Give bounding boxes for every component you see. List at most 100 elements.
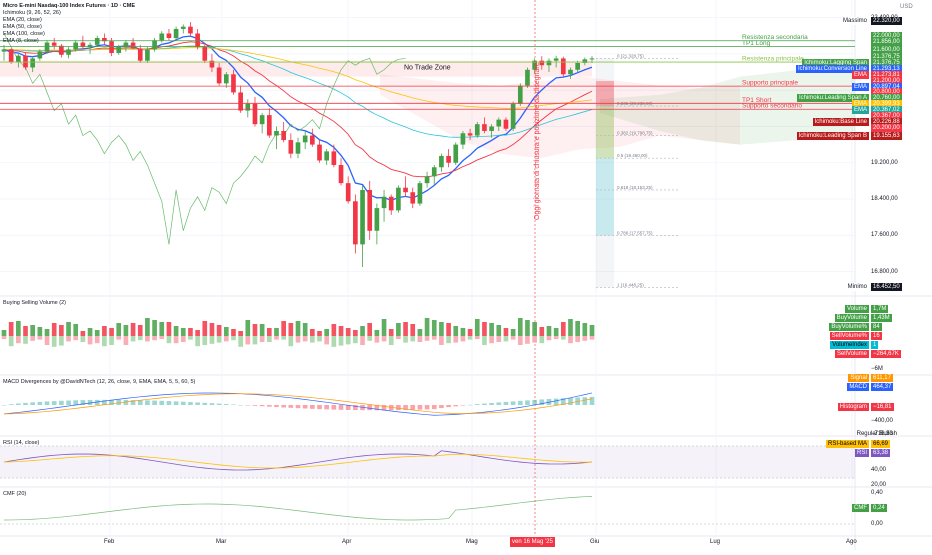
indicator-ichimoku[interactable]: Ichimoku (9, 26, 52, 26) (3, 10, 61, 16)
volume-bar-dn-9 (66, 336, 71, 342)
price-label-name-12: EMA (851, 100, 869, 109)
x-tick-5: Lug (710, 539, 721, 545)
macd-hist-bar-41 (295, 405, 301, 409)
macd-hist-bar-2 (16, 403, 21, 405)
indicator-ema50[interactable]: EMA (50, close) (3, 24, 42, 30)
macd-hist-bar-68 (489, 402, 494, 405)
macd-hist-bar-21 (152, 400, 157, 405)
volume-bar-up-78 (560, 322, 566, 336)
volume-bar-up-47 (338, 326, 344, 336)
volume-label-value-1: 1,43M (871, 314, 892, 322)
price-label-18: 16.452,50 (871, 283, 902, 292)
candle-body-80 (575, 62, 580, 70)
volume-bar-up-67 (482, 322, 487, 336)
vertical-annotation: Oggi giornata di chiusura e posizione da… (534, 62, 541, 220)
macd-hist-bar-44 (317, 405, 322, 410)
candle-body-77 (553, 58, 559, 61)
symbol-title[interactable]: Micro E-mini Nasdaq-100 Index Futures · … (3, 3, 136, 9)
volume-bar-dn-52 (374, 336, 380, 343)
cmf-axis-0: 0,40 (871, 490, 883, 496)
volume-bar-up-8 (59, 325, 64, 336)
macd-hist-bar-12 (87, 399, 93, 405)
volume-bar-dn-30 (216, 336, 222, 343)
volume-bar-up-68 (489, 323, 494, 336)
volume-bar-up-4 (30, 325, 36, 336)
volume-bar-up-21 (152, 320, 157, 336)
macd-hist-bar-40 (288, 405, 294, 408)
price-label-7: 21.273,81 (871, 70, 902, 79)
macd-hist-bar-65 (467, 404, 473, 406)
x-tick-6: Ago (846, 539, 857, 545)
macd-hist-bar-42 (302, 405, 308, 409)
rsi-label-value-0: 66,69 (871, 440, 891, 448)
candle-body-72 (517, 85, 523, 104)
volume-bar-up-17 (123, 325, 129, 336)
macd-hist-bar-10 (73, 400, 79, 405)
price-label-name-7: EMA (851, 70, 869, 79)
candle-body-45 (324, 151, 330, 161)
candle-body-68 (489, 126, 494, 131)
volume-bar-dn-69 (496, 336, 502, 342)
volume-bar-dn-40 (288, 336, 294, 347)
price-label-name-0: Massimo (840, 17, 869, 26)
macd-hist-bar-32 (231, 404, 236, 405)
macd-hist-bar-13 (94, 399, 100, 405)
volume-bar-dn-12 (87, 336, 93, 345)
price-label-name-18: Minimo (845, 283, 869, 292)
indicator-ema100[interactable]: EMA (100, close) (3, 31, 45, 37)
rsi-label-name-1: RSI (854, 449, 869, 457)
macd-hist-bar-74 (532, 399, 537, 405)
macd-panel-title[interactable]: MACD Divergences by @DavidNTech (12, 26,… (3, 379, 196, 385)
volume-bar-up-44 (317, 331, 322, 336)
volume-bar-up-50 (360, 326, 365, 336)
macd-label-value-0: 611,17 (871, 374, 893, 382)
price-label-name-6: Ichimoku:Conversion Line (795, 64, 869, 73)
volume-bar-up-38 (274, 328, 279, 336)
candle-body-28 (202, 47, 208, 61)
volume-bar-dn-60 (431, 336, 437, 340)
volume-bar-dn-29 (209, 336, 215, 344)
candle-body-11 (80, 42, 86, 48)
volume-bar-dn-16 (116, 336, 122, 340)
candle-body-17 (123, 42, 129, 48)
ema-100-line (3, 47, 593, 109)
candle-body-16 (116, 47, 122, 53)
indicator-ema8[interactable]: EMA (8, close) (3, 38, 39, 44)
cmf-panel-title[interactable]: CMF (20) (3, 491, 27, 497)
volume-bar-up-13 (94, 330, 100, 336)
macd-hist-bar-60 (431, 405, 437, 410)
volume-panel-title[interactable]: Buying Selling Volume (2) (3, 300, 66, 306)
volume-bar-dn-71 (510, 336, 516, 340)
macd-hist-bar-18 (130, 400, 136, 405)
volume-bar-up-57 (410, 324, 416, 336)
volume-bar-dn-38 (274, 336, 279, 340)
volume-bar-up-11 (80, 331, 86, 336)
macd-hist-bar-6 (44, 401, 50, 405)
volume-bar-up-58 (417, 329, 423, 336)
macd-hist-bar-17 (123, 399, 129, 405)
candle-body-20 (145, 49, 150, 61)
volume-bar-dn-47 (338, 336, 344, 346)
indicator-ema20[interactable]: EMA (20, close) (3, 17, 42, 23)
volume-bar-dn-8 (59, 336, 64, 346)
volume-bar-up-54 (388, 329, 394, 336)
macd-hist-bar-30 (216, 403, 222, 405)
volume-bar-dn-15 (109, 336, 114, 345)
volume-bar-dn-31 (223, 336, 229, 342)
x-tick-2: Apr (342, 539, 352, 545)
candle-body-39 (281, 130, 286, 141)
price-label-12: 20.399,93 (871, 100, 902, 109)
price-label-name-11: Ichimoku:Leading Span A (796, 94, 869, 103)
macd-hist-bar-36 (259, 405, 265, 407)
volume-bar-dn-28 (202, 336, 208, 345)
price-label-17: 19.155,63 (871, 131, 902, 140)
macd-hist-bar-39 (281, 405, 286, 408)
rsi-panel-title[interactable]: RSI (14, close) (3, 440, 40, 446)
price-label-6: 21.293,13 (871, 64, 902, 73)
volume-bar-dn-36 (259, 336, 265, 342)
volume-bar-dn-2 (16, 336, 21, 344)
macd-hist-bar-16 (116, 399, 122, 405)
rsi-line (3, 450, 593, 471)
